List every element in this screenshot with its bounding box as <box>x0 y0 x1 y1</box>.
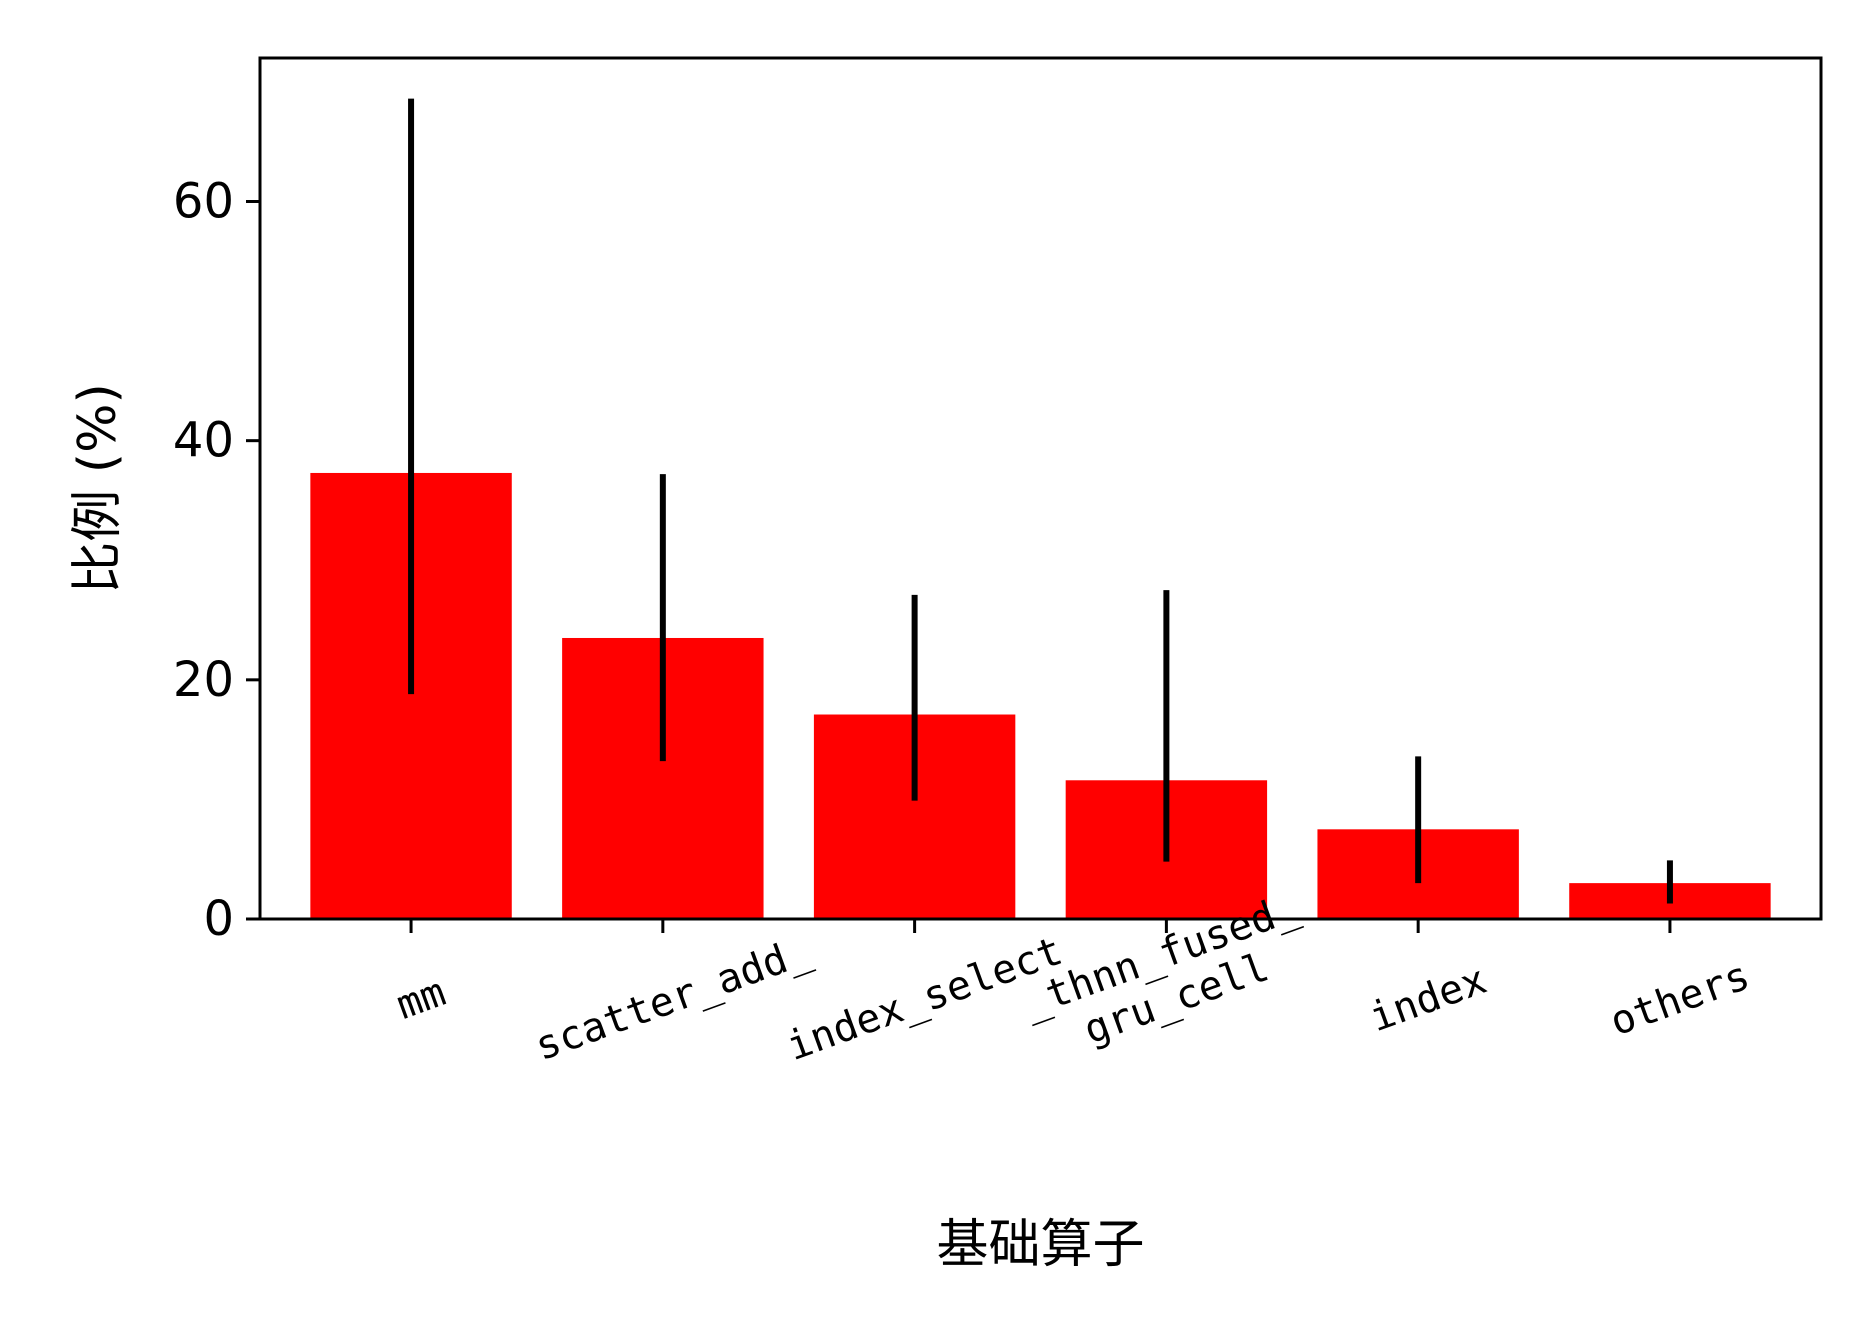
x-tick-label: mm <box>391 969 452 1029</box>
x-tick-label-group: scatter_add_ <box>529 928 817 1070</box>
y-tick-label: 0 <box>203 891 234 947</box>
y-tick-label: 60 <box>173 174 234 230</box>
y-tick-label: 20 <box>173 652 234 708</box>
plot-frame <box>258 56 1823 921</box>
x-tick-label: index <box>1364 957 1493 1041</box>
y-axis: 0 20 40 60 <box>173 174 260 947</box>
x-tick-label: scatter_add_ <box>529 928 817 1070</box>
bars-layer <box>310 472 1771 919</box>
y-tick-label: 40 <box>173 413 234 469</box>
x-axis-title: 基础算子 <box>936 1215 1144 1275</box>
x-tick-label-group: others <box>1604 953 1756 1046</box>
x-tick-label-group: mm <box>391 969 452 1029</box>
errorbars-layer <box>408 98 1673 904</box>
x-tick-label: others <box>1604 953 1756 1046</box>
x-tick-label-group: index <box>1364 957 1493 1041</box>
y-axis-title: 比例 (%) <box>68 383 128 594</box>
